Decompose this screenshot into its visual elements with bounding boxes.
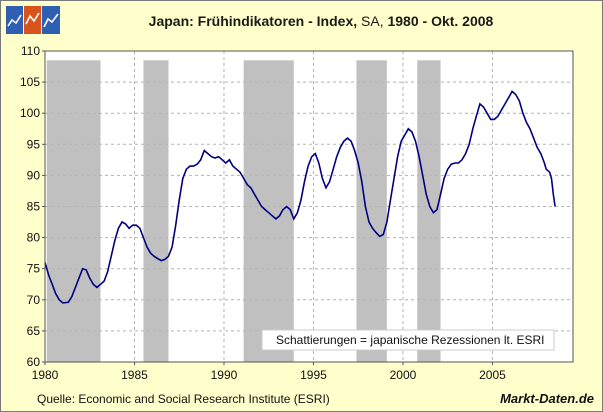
chart-title-main: Japan: Frühindikatoren - Index, [148, 13, 358, 29]
recession-band-1 [46, 60, 101, 363]
chart-title: Japan: Frühindikatoren - Index, SA, 1980… [61, 13, 581, 29]
recession-note-text: Schattierungen = japanische Rezessionen … [276, 333, 545, 347]
y-axis-ticks: 60 65 70 75 80 85 90 95 100 105 110 [20, 44, 45, 369]
chart-title-rest: 1980 - Okt. 2008 [383, 13, 494, 29]
y-tick-label: 80 [27, 231, 41, 245]
y-tick-label: 100 [20, 106, 40, 120]
x-axis-ticks: 1980 1985 1990 1995 2000 2005 [32, 362, 506, 382]
x-tick-label: 2000 [390, 368, 417, 382]
recession-legend-note: Schattierungen = japanische Rezessionen … [261, 329, 555, 351]
x-tick-label: 1995 [300, 368, 327, 382]
brand-link[interactable]: Markt-Daten.de [500, 391, 594, 406]
chart-title-sa: SA, [357, 13, 384, 29]
y-tick-label: 105 [20, 75, 40, 89]
recession-shading [46, 60, 441, 363]
series-line-leading-index [44, 90, 556, 304]
recession-band-4 [356, 60, 387, 363]
y-tick-label: 95 [27, 137, 41, 151]
x-tick-label: 1980 [32, 368, 59, 382]
plot-border [44, 50, 574, 363]
recession-band-3 [243, 60, 294, 363]
y-tick-label: 60 [27, 355, 41, 369]
y-tick-label: 65 [27, 324, 41, 338]
y-tick-label: 70 [27, 293, 41, 307]
recession-note-box [261, 329, 555, 351]
y-tick-label: 110 [21, 44, 40, 58]
y-tick-label: 90 [27, 168, 41, 182]
recession-band-5 [417, 60, 441, 363]
source-text: Quelle: Economic and Social Research Ins… [37, 392, 330, 406]
markt-daten-logo-icon [6, 6, 60, 34]
y-tick-label: 75 [27, 262, 41, 276]
x-tick-label: 1985 [121, 368, 148, 382]
y-tick-label: 85 [27, 200, 41, 214]
x-tick-label: 2005 [479, 368, 506, 382]
recession-band-2 [143, 60, 169, 363]
x-tick-label: 1990 [211, 368, 238, 382]
